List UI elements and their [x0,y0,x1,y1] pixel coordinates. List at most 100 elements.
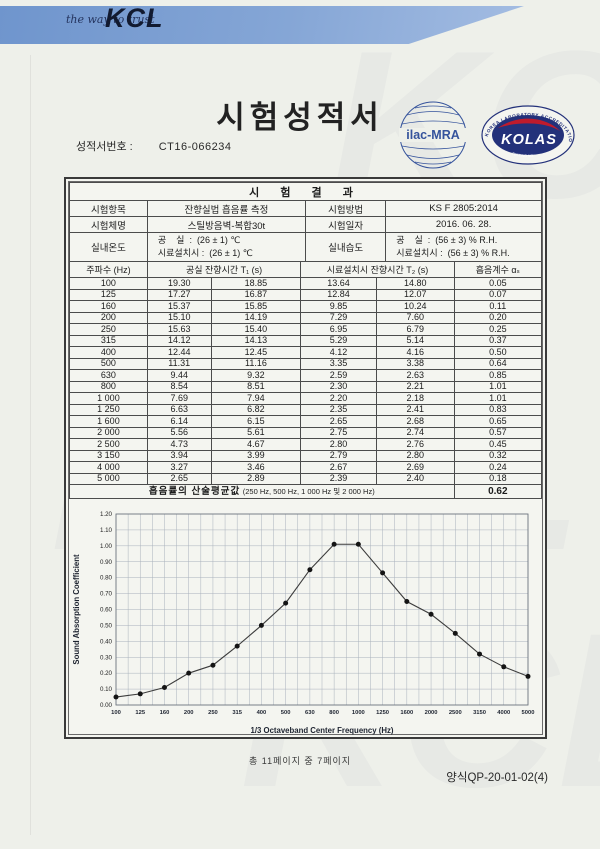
alpha-cell: 0.50 [453,346,543,359]
t2-installed-cell-1: 4.12 [300,346,377,359]
alpha-cell: 0.45 [453,438,543,451]
t2-installed-cell-2: 14.80 [375,277,455,290]
freq-cell: 125 [69,288,148,301]
t1-empty-cell-1: 14.12 [146,334,212,347]
average-value: 0.62 [453,484,543,499]
t1-empty-cell-1: 11.31 [146,357,212,370]
t2-installed-cell-2: 4.16 [375,346,455,359]
t1-empty-cell-1: 17.27 [146,288,212,301]
freq-cell: 2 000 [69,426,148,439]
average-label: 흡음률의 산술평균값 [148,485,241,497]
t2-installed-cell-1: 2.39 [300,472,377,485]
t2-installed-cell-2: 2.68 [375,415,455,428]
test-date-value: 2016. 06. 28. [385,216,542,233]
t1-empty-cell-1: 7.69 [146,392,212,405]
test-item-label: 시험항목 [69,200,148,217]
t1-empty-cell-1: 12.44 [146,346,212,359]
t2-installed-cell-1: 2.59 [300,369,377,382]
t1-empty-cell-2: 8.51 [210,380,302,393]
freq-table-row: 125 17.27 16.87 12.84 12.07 0.07 [69,288,543,301]
alpha-cell: 0.65 [453,415,543,428]
t2-installed-cell-2: 2.74 [375,426,455,439]
freq-table-row: 1 000 7.69 7.94 2.20 2.18 1.01 [69,392,543,405]
t1-empty-cell-1: 8.54 [146,380,212,393]
alpha-cell: 0.85 [453,369,543,382]
page-title: 시험성적서 [216,100,384,135]
col-t2-with-specimen: 시료설치시 잔향시간 T₂ (s) [300,261,455,278]
t2-installed-cell-1: 6.95 [300,323,377,336]
freq-cell: 250 [69,323,148,336]
t1-empty-cell-1: 2.65 [146,472,212,485]
t2-installed-cell-1: 2.65 [300,415,377,428]
svg-text:2500: 2500 [448,710,461,716]
t1-empty-cell-1: 3.94 [146,449,212,462]
svg-text:1250: 1250 [376,710,389,716]
col-frequency: 주파수 (Hz) [69,261,148,278]
freq-cell: 400 [69,346,148,359]
t1-empty-cell-1: 4.73 [146,438,212,451]
t2-installed-cell-2: 6.79 [375,323,455,336]
alpha-cell: 1.01 [453,392,543,405]
t2-installed-cell-2: 5.14 [375,334,455,347]
freq-table-row: 800 8.54 8.51 2.30 2.21 1.01 [69,380,543,393]
t2-installed-cell-2: 12.07 [375,288,455,301]
t1-empty-cell-2: 12.45 [210,346,302,359]
t2-installed-cell-2: 2.21 [375,380,455,393]
t2-installed-cell-2: 2.69 [375,461,455,474]
results-box: 시 험 결 과 시험항목 잔향실법 흡음률 측정 시험방법 KS F 2805:… [64,177,547,739]
average-label-cell: 흡음률의 산술평균값 (250 Hz, 500 Hz, 1 000 Hz 및 2… [69,484,455,499]
svg-text:3150: 3150 [473,710,486,716]
freq-cell: 315 [69,334,148,347]
freq-table-row: 315 14.12 14.13 5.29 5.14 0.37 [69,334,543,347]
humidity-line2: 시료설치시 : (56 ± 3) % R.H. [396,248,510,258]
t2-installed-cell-1: 12.84 [300,288,377,301]
freq-cell: 630 [69,369,148,382]
alpha-cell: 0.11 [453,300,543,313]
t2-installed-cell-1: 2.80 [300,438,377,451]
t2-installed-cell-1: 7.29 [300,311,377,324]
freq-cell: 2 500 [69,438,148,451]
freq-table-row: 200 15.10 14.19 7.29 7.60 0.20 [69,311,543,324]
t2-installed-cell-2: 7.60 [375,311,455,324]
freq-table-row: 4 000 3.27 3.46 2.67 2.69 0.24 [69,461,543,474]
test-item-value: 잔향실법 흡음률 측정 [146,200,306,217]
col-t1-empty-room: 공실 잔향시간 T₁ (s) [146,261,302,278]
freq-table-body: 100 19.30 18.85 13.64 14.80 0.05 125 17.27 16.87… [69,277,543,485]
ilac-mra-label: ilac-MRA [406,128,459,142]
alpha-cell: 0.25 [453,323,543,336]
chart-area: 0.00 0.10 0.20 0.30 0.40 0.50 0.60 0.70 0.80 0.90… [69,499,542,739]
room-temp-line1: 공 실 : (26 ± 1) ℃ [157,234,241,245]
t2-installed-cell-2: 2.41 [375,403,455,416]
svg-text:5000: 5000 [521,710,534,716]
test-date-label: 시험일자 [304,216,387,233]
t1-empty-cell-1: 19.30 [146,277,212,290]
svg-text:315: 315 [232,710,242,716]
t1-empty-cell-2: 6.15 [210,415,302,428]
humidity-value: 공 실 : (56 ± 3) % R.H. 시료설치시 : (56 ± 3) %… [385,232,542,262]
freq-cell: 500 [69,357,148,370]
frequency-table: 주파수 (Hz) 공실 잔향시간 T₁ (s) 시료설치시 잔향시간 T₂ (s… [69,261,543,499]
t1-empty-cell-2: 5.61 [210,426,302,439]
room-temp-line2: 시료설치시 : (26 ± 1) ℃ [157,248,253,258]
svg-text:630: 630 [305,710,315,716]
t1-empty-cell-1: 6.14 [146,415,212,428]
freq-cell: 4 000 [69,461,148,474]
svg-text:800: 800 [329,710,339,716]
col-absorption-coefficient: 흡음계수 αₛ [453,261,543,278]
t2-installed-cell-1: 2.30 [300,380,377,393]
t1-empty-cell-1: 5.56 [146,426,212,439]
t1-empty-cell-2: 15.85 [210,300,302,313]
t2-installed-cell-1: 9.85 [300,300,377,313]
freq-table-row: 2 000 5.56 5.61 2.75 2.74 0.57 [69,426,543,439]
svg-text:160: 160 [159,710,169,716]
svg-text:0.80: 0.80 [99,575,112,582]
brand-tagline: the way to trust [66,13,155,26]
t2-installed-cell-2: 2.63 [375,369,455,382]
t1-empty-cell-2: 6.82 [210,403,302,416]
svg-text:500: 500 [280,710,290,716]
t1-empty-cell-2: 14.13 [210,334,302,347]
freq-cell: 5 000 [69,472,148,485]
t2-installed-cell-2: 2.40 [375,472,455,485]
alpha-cell: 0.07 [453,288,543,301]
